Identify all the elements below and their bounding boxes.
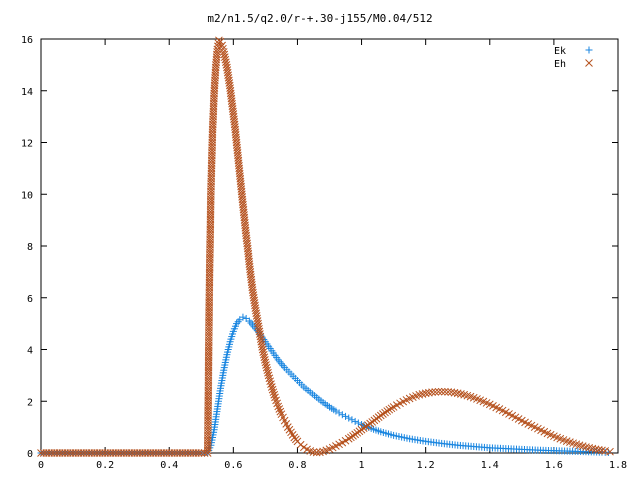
data-point <box>606 447 614 456</box>
data-point <box>437 387 446 396</box>
data-point <box>309 448 318 456</box>
data-point <box>335 409 343 417</box>
data-point <box>387 404 396 413</box>
data-point <box>266 377 275 386</box>
data-point <box>276 407 285 416</box>
data-point <box>264 371 273 380</box>
data-point <box>447 388 456 397</box>
data-point <box>434 387 443 396</box>
data-point <box>425 388 433 397</box>
data-point <box>277 360 285 368</box>
x-tick-label: 0 <box>38 460 44 471</box>
data-point <box>197 449 206 457</box>
data-point <box>421 389 430 398</box>
y-tick-label: 16 <box>21 35 33 46</box>
data-point <box>265 374 274 383</box>
x-tick-label: 1.4 <box>481 460 499 471</box>
series-ek <box>37 313 612 457</box>
data-point <box>216 37 225 46</box>
data-point <box>200 449 209 457</box>
series-eh <box>37 36 614 457</box>
x-tick-label: 0.2 <box>96 460 114 471</box>
legend-item-ek: Ek <box>554 46 593 57</box>
data-point <box>383 407 392 415</box>
x-tick-label: 1.2 <box>417 460 435 471</box>
data-point <box>444 388 452 396</box>
data-point <box>591 445 600 454</box>
data-point <box>345 414 353 422</box>
data-point <box>312 448 321 457</box>
data-point <box>274 402 283 411</box>
data-point <box>431 388 440 396</box>
y-tick-label: 14 <box>21 87 33 98</box>
x-tick-label: 0.4 <box>160 460 178 471</box>
data-point <box>275 405 284 413</box>
x-tick-label: 0.8 <box>288 460 306 471</box>
data-point <box>276 358 284 366</box>
x-tick-label: 0.6 <box>224 460 242 471</box>
x-tick-label: 1.8 <box>609 460 627 471</box>
data-point <box>351 417 359 425</box>
data-point <box>342 412 350 420</box>
legend-label: Eh <box>554 59 566 70</box>
y-tick-label: 6 <box>27 294 33 305</box>
data-point <box>239 313 247 321</box>
y-tick-label: 10 <box>21 190 33 201</box>
y-tick-label: 0 <box>27 449 33 460</box>
data-point <box>262 361 270 369</box>
data-point <box>262 363 271 372</box>
data-point <box>270 390 279 399</box>
data-marks <box>37 36 614 457</box>
data-point <box>441 387 449 396</box>
data-point <box>598 446 606 455</box>
data-point <box>450 388 459 397</box>
legend-label: Ek <box>554 46 566 57</box>
y-tick-label: 2 <box>27 397 33 408</box>
data-point <box>267 383 276 391</box>
y-tick-label: 8 <box>27 242 33 253</box>
data-point <box>385 405 394 414</box>
data-point <box>194 449 203 457</box>
data-point <box>267 380 275 388</box>
y-tick-label: 12 <box>21 139 33 150</box>
legend: Ek Eh <box>554 46 593 70</box>
legend-marker <box>585 46 593 54</box>
x-tick-label: 1 <box>359 460 365 471</box>
data-point <box>279 362 287 370</box>
data-point <box>332 407 340 415</box>
plot-frame <box>40 38 619 454</box>
data-point <box>338 411 346 419</box>
data-point <box>247 319 255 327</box>
data-point <box>348 416 356 424</box>
chart-title: m2/n1.5/q2.0/r-+.30-j155/M0.04/512 <box>207 12 432 25</box>
legend-item-eh: Eh <box>554 59 593 70</box>
legend-marker <box>585 59 593 67</box>
y-tick-label: 4 <box>27 346 33 357</box>
x-tick-label: 1.6 <box>545 460 563 471</box>
data-point <box>263 366 272 375</box>
data-point <box>354 419 362 427</box>
data-point <box>269 388 278 397</box>
data-point <box>268 385 277 394</box>
data-point <box>261 358 270 367</box>
data-point <box>594 446 603 454</box>
data-point <box>428 388 436 397</box>
data-point <box>588 444 597 453</box>
